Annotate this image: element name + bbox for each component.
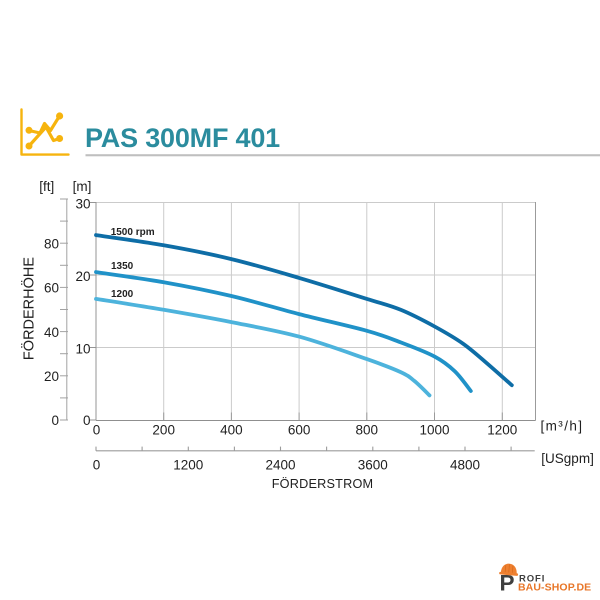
svg-text:40: 40: [44, 325, 59, 340]
svg-text:P: P: [500, 571, 515, 596]
svg-text:60: 60: [44, 281, 59, 296]
svg-text:[m]: [m]: [73, 179, 92, 194]
svg-text:0: 0: [93, 423, 101, 438]
svg-text:30: 30: [75, 196, 90, 211]
svg-text:FÖRDERSTROM: FÖRDERSTROM: [272, 477, 374, 491]
svg-text:0: 0: [93, 458, 101, 473]
svg-text:0: 0: [83, 413, 91, 428]
svg-text:1200: 1200: [487, 423, 517, 438]
svg-text:800: 800: [356, 423, 379, 438]
svg-text:[m³/h]: [m³/h]: [541, 419, 584, 434]
svg-text:80: 80: [44, 237, 59, 252]
svg-text:10: 10: [75, 341, 90, 356]
svg-text:1200: 1200: [111, 289, 134, 300]
svg-text:200: 200: [152, 423, 175, 438]
svg-text:4800: 4800: [450, 458, 480, 473]
svg-text:[USgpm]: [USgpm]: [541, 451, 594, 466]
svg-text:BAU-SHOP.DE: BAU-SHOP.DE: [518, 582, 591, 594]
svg-text:PAS 300MF 401: PAS 300MF 401: [85, 123, 280, 153]
svg-text:20: 20: [75, 269, 90, 284]
svg-text:2400: 2400: [265, 458, 295, 473]
svg-text:400: 400: [220, 423, 243, 438]
svg-text:FÖRDERHÖHE: FÖRDERHÖHE: [20, 257, 38, 360]
svg-text:1350: 1350: [111, 261, 134, 272]
svg-text:[ft]: [ft]: [39, 179, 54, 194]
svg-text:0: 0: [51, 413, 59, 428]
svg-text:600: 600: [288, 423, 311, 438]
svg-text:3600: 3600: [358, 458, 388, 473]
svg-text:20: 20: [44, 369, 59, 384]
svg-text:ROFI: ROFI: [519, 574, 545, 585]
svg-text:1000: 1000: [419, 423, 449, 438]
svg-text:1500 rpm: 1500 rpm: [111, 227, 155, 238]
svg-text:1200: 1200: [173, 458, 203, 473]
